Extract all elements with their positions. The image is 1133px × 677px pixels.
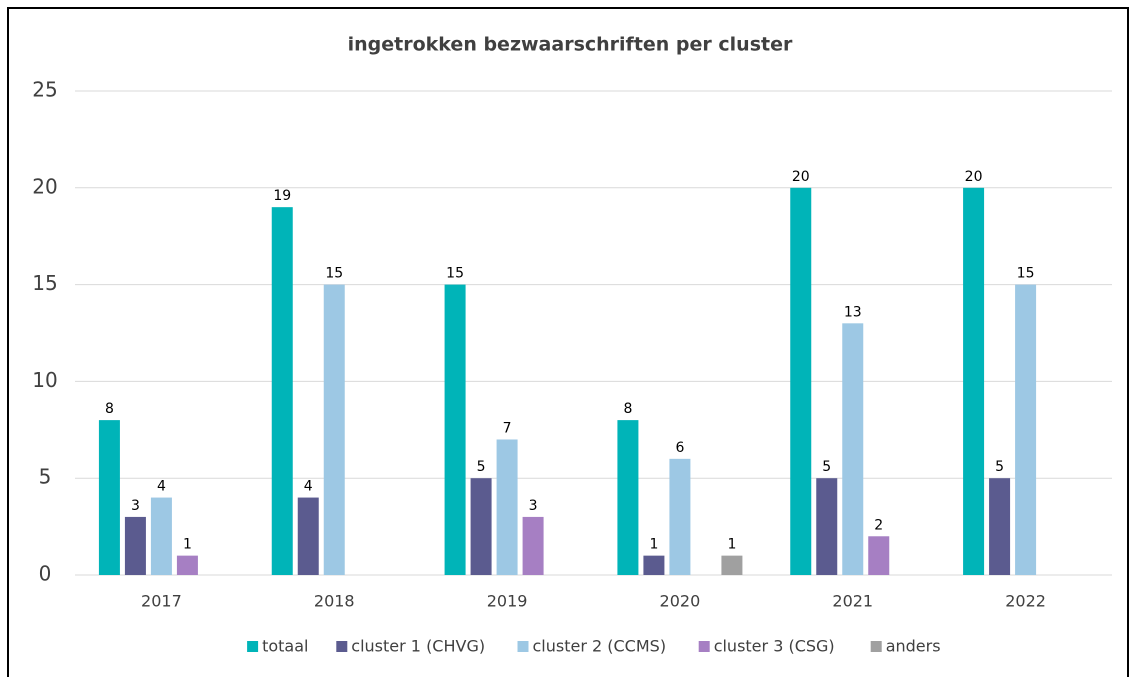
x-tick-label: 2022 — [1005, 592, 1046, 611]
bar — [721, 555, 743, 575]
bar — [522, 516, 544, 575]
bar — [297, 497, 319, 575]
bar — [98, 420, 120, 575]
legend-swatch — [517, 641, 529, 652]
bar — [790, 187, 812, 576]
chart-frame — [7, 7, 1129, 677]
data-label: 7 — [503, 420, 512, 436]
legend-label: anders — [886, 637, 941, 656]
data-label: 1 — [727, 537, 736, 553]
legend-swatch — [336, 641, 348, 652]
y-tick-label: 15 — [32, 271, 57, 295]
bar — [150, 497, 172, 575]
legend-label: cluster 1 (CHVG) — [351, 637, 485, 656]
legend-swatch — [247, 641, 259, 652]
data-label: 13 — [844, 304, 862, 320]
data-label: 8 — [623, 401, 632, 417]
data-label: 4 — [157, 479, 166, 495]
legend-label: totaal — [262, 637, 308, 656]
y-tick-label: 10 — [32, 368, 57, 392]
bar — [842, 323, 864, 575]
x-tick-label: 2020 — [660, 592, 701, 611]
data-label: 4 — [304, 479, 313, 495]
bar — [496, 439, 518, 575]
bar — [868, 536, 890, 575]
bar — [989, 478, 1011, 575]
bar — [124, 516, 146, 575]
chart-title: ingetrokken bezwaarschriften per cluster — [348, 34, 793, 56]
bar — [963, 187, 985, 576]
bar — [669, 458, 691, 575]
bar — [271, 207, 293, 575]
bar — [176, 555, 198, 575]
x-tick-label: 2019 — [487, 592, 528, 611]
data-label: 2 — [874, 517, 883, 533]
data-label: 3 — [131, 498, 140, 514]
bar — [444, 284, 466, 575]
bar — [470, 478, 492, 575]
y-tick-label: 25 — [32, 78, 57, 102]
bar — [617, 420, 639, 575]
data-label: 19 — [273, 188, 291, 204]
y-tick-label: 20 — [32, 174, 57, 198]
data-label: 5 — [477, 459, 486, 475]
legend-label: cluster 2 (CCMS) — [533, 637, 667, 656]
legend-swatch — [870, 641, 882, 652]
data-label: 15 — [325, 266, 343, 282]
y-tick-label: 5 — [39, 465, 52, 489]
bar — [643, 555, 665, 575]
bar — [323, 284, 345, 575]
x-tick-label: 2018 — [314, 592, 355, 611]
data-label: 15 — [446, 266, 464, 282]
data-label: 1 — [183, 537, 192, 553]
bar — [1015, 284, 1037, 575]
legend-swatch — [698, 641, 710, 652]
data-label: 6 — [675, 440, 684, 456]
data-label: 5 — [822, 459, 831, 475]
data-label: 20 — [965, 169, 983, 185]
data-label: 8 — [105, 401, 114, 417]
legend-label: cluster 3 (CSG) — [714, 637, 835, 656]
y-tick-label: 0 — [39, 562, 52, 586]
x-tick-label: 2021 — [832, 592, 873, 611]
data-label: 5 — [995, 459, 1004, 475]
x-tick-label: 2017 — [141, 592, 182, 611]
data-label: 20 — [792, 169, 810, 185]
bar — [816, 478, 838, 575]
data-label: 15 — [1017, 266, 1035, 282]
data-label: 3 — [529, 498, 538, 514]
data-label: 1 — [649, 537, 658, 553]
